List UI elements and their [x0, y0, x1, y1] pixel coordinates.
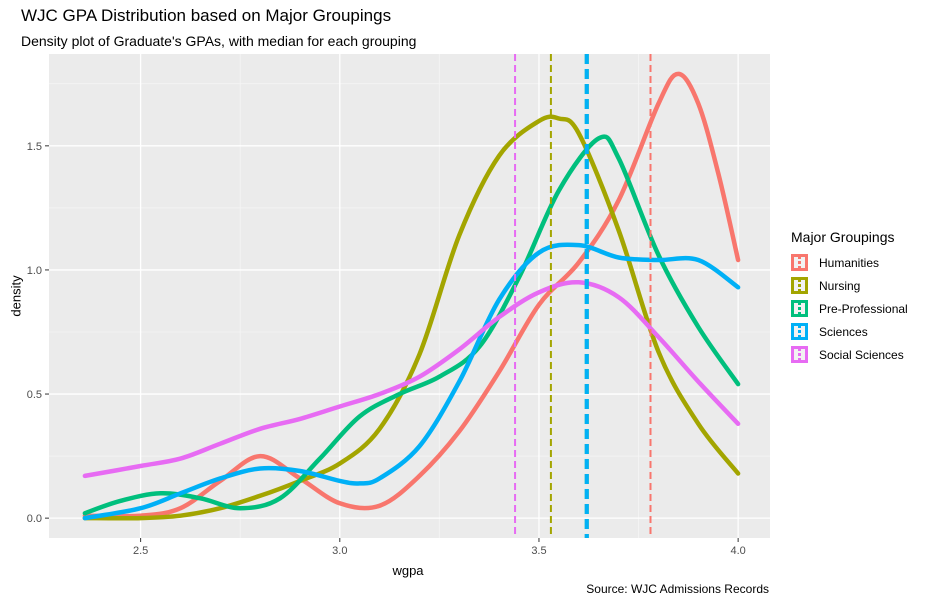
- legend-items: Humanities Nursing Pre-Professional Science…: [791, 251, 908, 366]
- y-tick-label: 1.0: [27, 265, 42, 277]
- x-tick-label: 3.0: [332, 545, 347, 557]
- legend-item-humanities: Humanities: [791, 251, 908, 274]
- density-curves: [82, 71, 741, 521]
- legend-item-sciences: Sciences: [791, 320, 908, 343]
- x-axis-label: wgpa: [392, 563, 424, 578]
- x-tick-label: 3.5: [531, 545, 546, 557]
- y-axis: 0.0 0.5 1.0 1.5: [27, 141, 49, 525]
- legend-item-nursing: Nursing: [791, 274, 908, 297]
- density-curve-pre-professional: [82, 134, 741, 516]
- median-lines: [514, 54, 652, 538]
- y-axis-label: density: [8, 275, 24, 317]
- chart-subtitle: Density plot of Graduate's GPAs, with me…: [21, 33, 417, 49]
- x-tick-label: 2.5: [133, 545, 148, 557]
- legend-item-pre-professional: Pre-Professional: [791, 297, 908, 320]
- legend-label: Humanities: [819, 255, 880, 270]
- x-axis: 2.5 3.0 3.5 4.0: [133, 538, 746, 557]
- legend-key-sciences: [791, 323, 808, 340]
- y-tick-label: 0.5: [27, 389, 42, 401]
- x-tick-label: 4.0: [730, 545, 745, 557]
- legend-label: Sciences: [819, 324, 868, 339]
- legend-key-social-sciences: [791, 346, 808, 363]
- legend-key-humanities: [791, 254, 808, 271]
- legend: Major Groupings Humanities Nursing Pre-Pro…: [791, 229, 908, 366]
- legend-label: Social Sciences: [819, 347, 904, 362]
- chart-title: WJC GPA Distribution based on Major Grou…: [21, 6, 392, 25]
- y-tick-label: 1.5: [27, 141, 42, 153]
- y-tick-label: 0.0: [27, 513, 42, 525]
- legend-item-social-sciences: Social Sciences: [791, 343, 908, 366]
- legend-title: Major Groupings: [791, 229, 895, 245]
- legend-key-pre-professional: [791, 300, 808, 317]
- density-curve-sciences: [82, 242, 741, 521]
- legend-label: Pre-Professional: [819, 301, 908, 316]
- legend-key-nursing: [791, 277, 808, 294]
- density-curve-nursing: [82, 114, 741, 521]
- source-caption: Source: WJC Admissions Records: [586, 582, 769, 596]
- legend-label: Nursing: [819, 278, 861, 293]
- density-curve-social-sciences: [82, 280, 741, 479]
